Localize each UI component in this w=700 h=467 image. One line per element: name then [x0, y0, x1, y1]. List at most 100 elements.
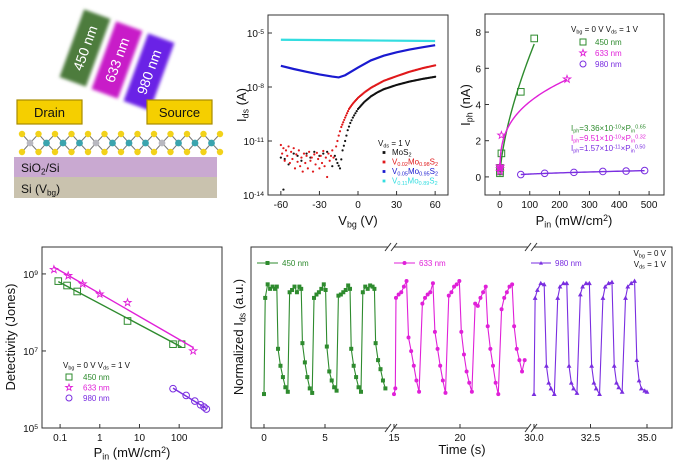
data-point [354, 375, 359, 380]
data-point [586, 280, 592, 286]
data-point [557, 284, 563, 289]
axis-break-mark [530, 242, 538, 252]
series-0 [279, 75, 437, 191]
data-point [363, 284, 368, 289]
y-tick-label: 4 [475, 101, 481, 112]
data-point [602, 284, 608, 289]
transfer-curve-chart: -60 -30 0 30 60 10-5 10-8 10-11 10-14 Vbg (V) Ids … [234, 14, 449, 230]
data-point [628, 280, 634, 286]
data-point [341, 290, 346, 295]
y-axis-title: Detectivity (Jones) [3, 284, 18, 391]
data-point [438, 363, 443, 368]
data-point [302, 152, 306, 155]
data-point [284, 149, 288, 152]
x-tick-label: 10 [134, 433, 146, 444]
data-point [288, 161, 291, 165]
data-point [611, 363, 617, 368]
data-point [317, 157, 320, 161]
data-point [340, 125, 343, 129]
data-point [314, 163, 317, 166]
x-tick-label: 100 [171, 433, 188, 444]
data-point [417, 389, 422, 394]
data-point [495, 161, 506, 172]
data-point [327, 152, 330, 155]
oxide-layer: SiO2/Si [14, 157, 217, 177]
data-point [425, 292, 430, 297]
data-point [510, 282, 515, 287]
data-point [597, 391, 602, 396]
data-point [279, 156, 282, 159]
sulfur-atom [134, 130, 141, 138]
y-tick-label: 6 [475, 64, 481, 75]
data-point [461, 352, 466, 357]
legend-marker [578, 48, 588, 57]
data-point [600, 295, 606, 300]
data-point [483, 284, 488, 289]
series-line [280, 38, 436, 43]
y-axis-title: Iph (nA) [458, 84, 475, 126]
data-point [538, 280, 544, 286]
data-point [299, 165, 302, 168]
data-point [341, 123, 344, 126]
data-point [343, 118, 346, 122]
x-tick-label: 0 [355, 200, 361, 211]
vanadium-atom [26, 139, 34, 147]
legend-title: Vbg = 0 V Vds = 1 V [63, 361, 131, 372]
data-point [336, 161, 339, 165]
x-axis-title: Vbg (V) [338, 213, 377, 230]
data-point [287, 163, 290, 166]
legend-label: 450 nm [282, 259, 309, 268]
data-point [169, 384, 177, 393]
data-point [200, 403, 208, 411]
data-point [622, 167, 630, 175]
legend: 450 nm 633 nm 980 nm [257, 259, 582, 268]
molybdenum-atom [142, 139, 149, 147]
sulfur-atom [68, 148, 75, 156]
data-point [321, 282, 326, 287]
axis-break-gap [528, 426, 534, 430]
data-point [619, 389, 625, 394]
series-2 [280, 44, 436, 79]
data-point [305, 152, 308, 155]
data-point [530, 34, 539, 43]
data-point [520, 369, 525, 374]
data-point [290, 150, 293, 153]
data-point [312, 295, 317, 300]
data-point [443, 390, 448, 395]
data-point [638, 386, 644, 391]
x-tick-label: 500 [641, 200, 658, 211]
data-point [305, 154, 308, 157]
data-point [304, 161, 307, 165]
legend-marker [579, 60, 587, 68]
molybdenum-atom [208, 139, 215, 147]
series-line [533, 279, 648, 396]
legend-marker [382, 151, 386, 154]
data-point [77, 278, 88, 289]
data-point [504, 290, 509, 295]
legend-title: Vds = 1 V [378, 139, 411, 150]
substrate-layer: Si (Vbg) [14, 177, 217, 198]
x-tick-label: 100 [521, 200, 538, 211]
x-tick-label: 20 [454, 433, 466, 444]
data-point [318, 167, 321, 170]
data-point [406, 335, 411, 340]
data-point [502, 295, 507, 300]
photocurrent-chart: 0 100 200 300 400 500 0 2 4 6 8 Pin (mW/cm2) Iph (nA… [458, 13, 665, 230]
legend-marker [382, 170, 386, 173]
sulfur-atom [183, 130, 191, 138]
data-point [54, 277, 63, 285]
data-point [326, 175, 329, 179]
series-2 [517, 166, 649, 179]
data-point [452, 284, 457, 289]
legend-label: V0.11Mo0.89S2 [392, 177, 438, 188]
data-point [290, 287, 295, 292]
molybdenum-atom [76, 139, 83, 147]
data-point [191, 397, 199, 405]
fit-equation: Iph=3.36×10-10×Pin0.65 [571, 124, 646, 135]
data-point [625, 284, 631, 289]
data-point [322, 149, 325, 153]
data-point [272, 286, 277, 291]
data-point [295, 153, 298, 156]
data-point [373, 341, 378, 346]
detectivity-chart: 0.1 1 10 100 109 107 105 Pin (mW/cm2) Detectivit… [3, 246, 223, 462]
